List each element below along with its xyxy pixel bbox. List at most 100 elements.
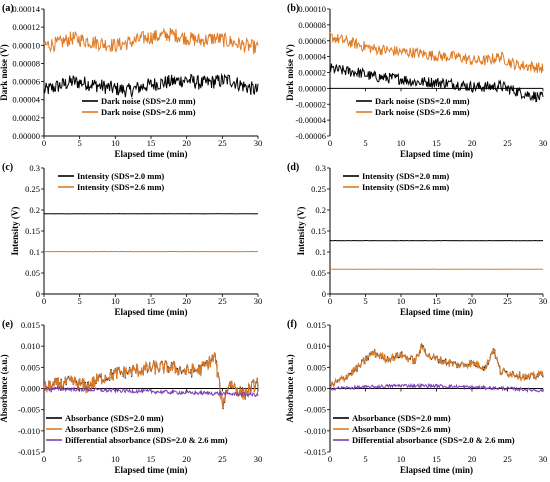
y-axis-label: Dark noise (V) [285, 44, 295, 101]
x-tick-label: 15 [432, 296, 441, 306]
y-tick-label: 0.00010 [298, 4, 326, 14]
x-tick-label: 30 [539, 454, 548, 464]
y-tick-label: 0.00002 [298, 68, 326, 78]
x-tick-label: 0 [328, 138, 332, 148]
y-tick-label: 0 [322, 289, 326, 299]
y-tick-label: 0.25 [311, 184, 326, 194]
legend: Absorbance (SDS=2.0 mm)Absorbance (SDS=2… [46, 413, 228, 445]
series-line-1 [329, 343, 544, 388]
y-tick-label: 0.3 [315, 163, 326, 173]
y-tick-label: 0.15 [311, 226, 326, 236]
legend: Dark noise (SDS=2.0 mm)Dark noise (SDS=2… [82, 96, 196, 117]
legend-entry: Dark noise (SDS=2.0 mm) [375, 96, 470, 106]
y-tick-label: 0.00006 [12, 77, 40, 87]
x-tick-label: 5 [363, 296, 367, 306]
x-tick-label: 15 [147, 454, 156, 464]
y-tick-label: 0.1 [29, 247, 40, 257]
x-tick-label: 20 [182, 138, 191, 148]
legend-entry: Intensity (SDS=2.0 mm) [77, 171, 164, 181]
y-tick-label: 0.00004 [298, 52, 326, 62]
series-line-2 [329, 382, 544, 393]
series-line-2 [43, 385, 259, 398]
x-tick-label: 20 [182, 454, 191, 464]
series-line-1 [43, 27, 259, 55]
y-axis-label: Absorbance (a.u.) [285, 354, 295, 422]
x-tick-label: 5 [363, 138, 367, 148]
x-tick-label: 10 [111, 454, 120, 464]
x-axis-label: Elapsed time (min) [400, 149, 473, 159]
legend: Dark noise (SDS=2.0 mm)Dark noise (SDS=2… [356, 96, 470, 117]
y-tick-label: 0.00000 [12, 131, 40, 141]
x-tick-label: 30 [539, 138, 548, 148]
x-tick-label: 5 [78, 138, 82, 148]
chart-panel-4: -0.015 -0.010 -0.005 0.000 0.005 0.010 0.015 0 5… [0, 319, 262, 475]
legend-entry: Absorbance (SDS=2.6 mm) [352, 424, 451, 434]
x-tick-label: 5 [78, 454, 82, 464]
x-tick-label: 0 [328, 296, 332, 306]
series-line-1 [43, 352, 259, 409]
y-tick-label: -0.005 [18, 405, 40, 415]
y-tick-label: 0.25 [25, 184, 40, 194]
x-tick-label: 20 [468, 454, 477, 464]
y-tick-label: 0.015 [307, 320, 326, 330]
legend: Intensity (SDS=2.0 mm)Intensity (SDS=2.6… [58, 171, 164, 192]
x-tick-label: 5 [363, 454, 367, 464]
series-line-0 [329, 63, 544, 103]
y-tick-label: 0.1 [315, 247, 326, 257]
y-tick-label: 0.005 [307, 362, 326, 372]
x-tick-label: 30 [254, 454, 263, 464]
x-tick-label: 30 [254, 296, 263, 306]
y-tick-label: 0.00008 [12, 58, 40, 68]
y-tick-label: -0.015 [304, 447, 326, 457]
y-tick-label: 0.15 [25, 226, 40, 236]
y-tick-label: 0.010 [307, 341, 326, 351]
x-tick-label: 10 [397, 138, 406, 148]
chart-panel-2: 0 0.05 0.1 0.15 0.2 0.25 0.3 0 5 10 15 20 25 30 Elapse… [2, 162, 262, 317]
y-axis-label: Dark noise (V) [0, 44, 9, 101]
series-line-0 [329, 342, 544, 389]
legend-entry: Dark noise (SDS=2.0 mm) [101, 96, 196, 106]
x-tick-label: 25 [218, 454, 227, 464]
x-tick-label: 10 [397, 454, 406, 464]
y-tick-label: 0.00014 [12, 4, 40, 14]
x-tick-label: 25 [218, 296, 227, 306]
y-tick-label: 0.005 [21, 362, 40, 372]
x-tick-label: 15 [147, 138, 156, 148]
y-tick-label: 0.000 [21, 384, 40, 394]
y-tick-label: 0.00000 [298, 83, 326, 93]
x-tick-label: 20 [182, 296, 191, 306]
y-tick-label: 0.00004 [12, 95, 40, 105]
x-tick-label: 30 [539, 296, 548, 306]
y-axis-label: Absorbance (a.u.) [0, 354, 9, 422]
x-tick-label: 10 [397, 296, 406, 306]
panel-label: (f) [287, 319, 297, 330]
x-axis-label: Elapsed time (min) [115, 149, 188, 159]
legend-entry: Absorbance (SDS=2.6 mm) [65, 424, 164, 434]
legend-entry: Differential absorbance (SDS=2.0 & 2.6 m… [65, 435, 228, 445]
panel-label: (d) [287, 162, 299, 173]
x-axis-label: Elapsed time (min) [400, 465, 473, 475]
panel-label: (b) [287, 3, 299, 14]
y-tick-label: 0.05 [25, 268, 40, 278]
x-tick-label: 30 [254, 138, 263, 148]
y-tick-label: 0.00006 [298, 36, 326, 46]
x-tick-label: 10 [111, 138, 120, 148]
x-tick-label: 0 [328, 454, 332, 464]
y-axis-label: Intensity (V) [296, 207, 306, 256]
y-tick-label: 0.2 [315, 205, 326, 215]
legend-entry: Dark noise (SDS=2.6 mm) [375, 107, 470, 117]
y-tick-label: -0.010 [304, 426, 326, 436]
x-tick-label: 15 [432, 454, 441, 464]
x-axis-label: Elapsed time (min) [115, 465, 188, 475]
y-tick-label: 0.00008 [298, 20, 326, 30]
y-tick-label: -0.015 [18, 447, 40, 457]
x-tick-label: 25 [218, 138, 227, 148]
chart-panel-5: -0.015 -0.010 -0.005 0.000 0.005 0.010 0.015 0 5… [285, 319, 547, 475]
x-tick-label: 15 [432, 138, 441, 148]
y-tick-label: -0.005 [304, 405, 326, 415]
legend-entry: Absorbance (SDS=2.0 mm) [65, 413, 164, 423]
y-tick-label: 0.000 [307, 384, 326, 394]
series-line-1 [329, 32, 544, 74]
x-tick-label: 25 [503, 138, 512, 148]
